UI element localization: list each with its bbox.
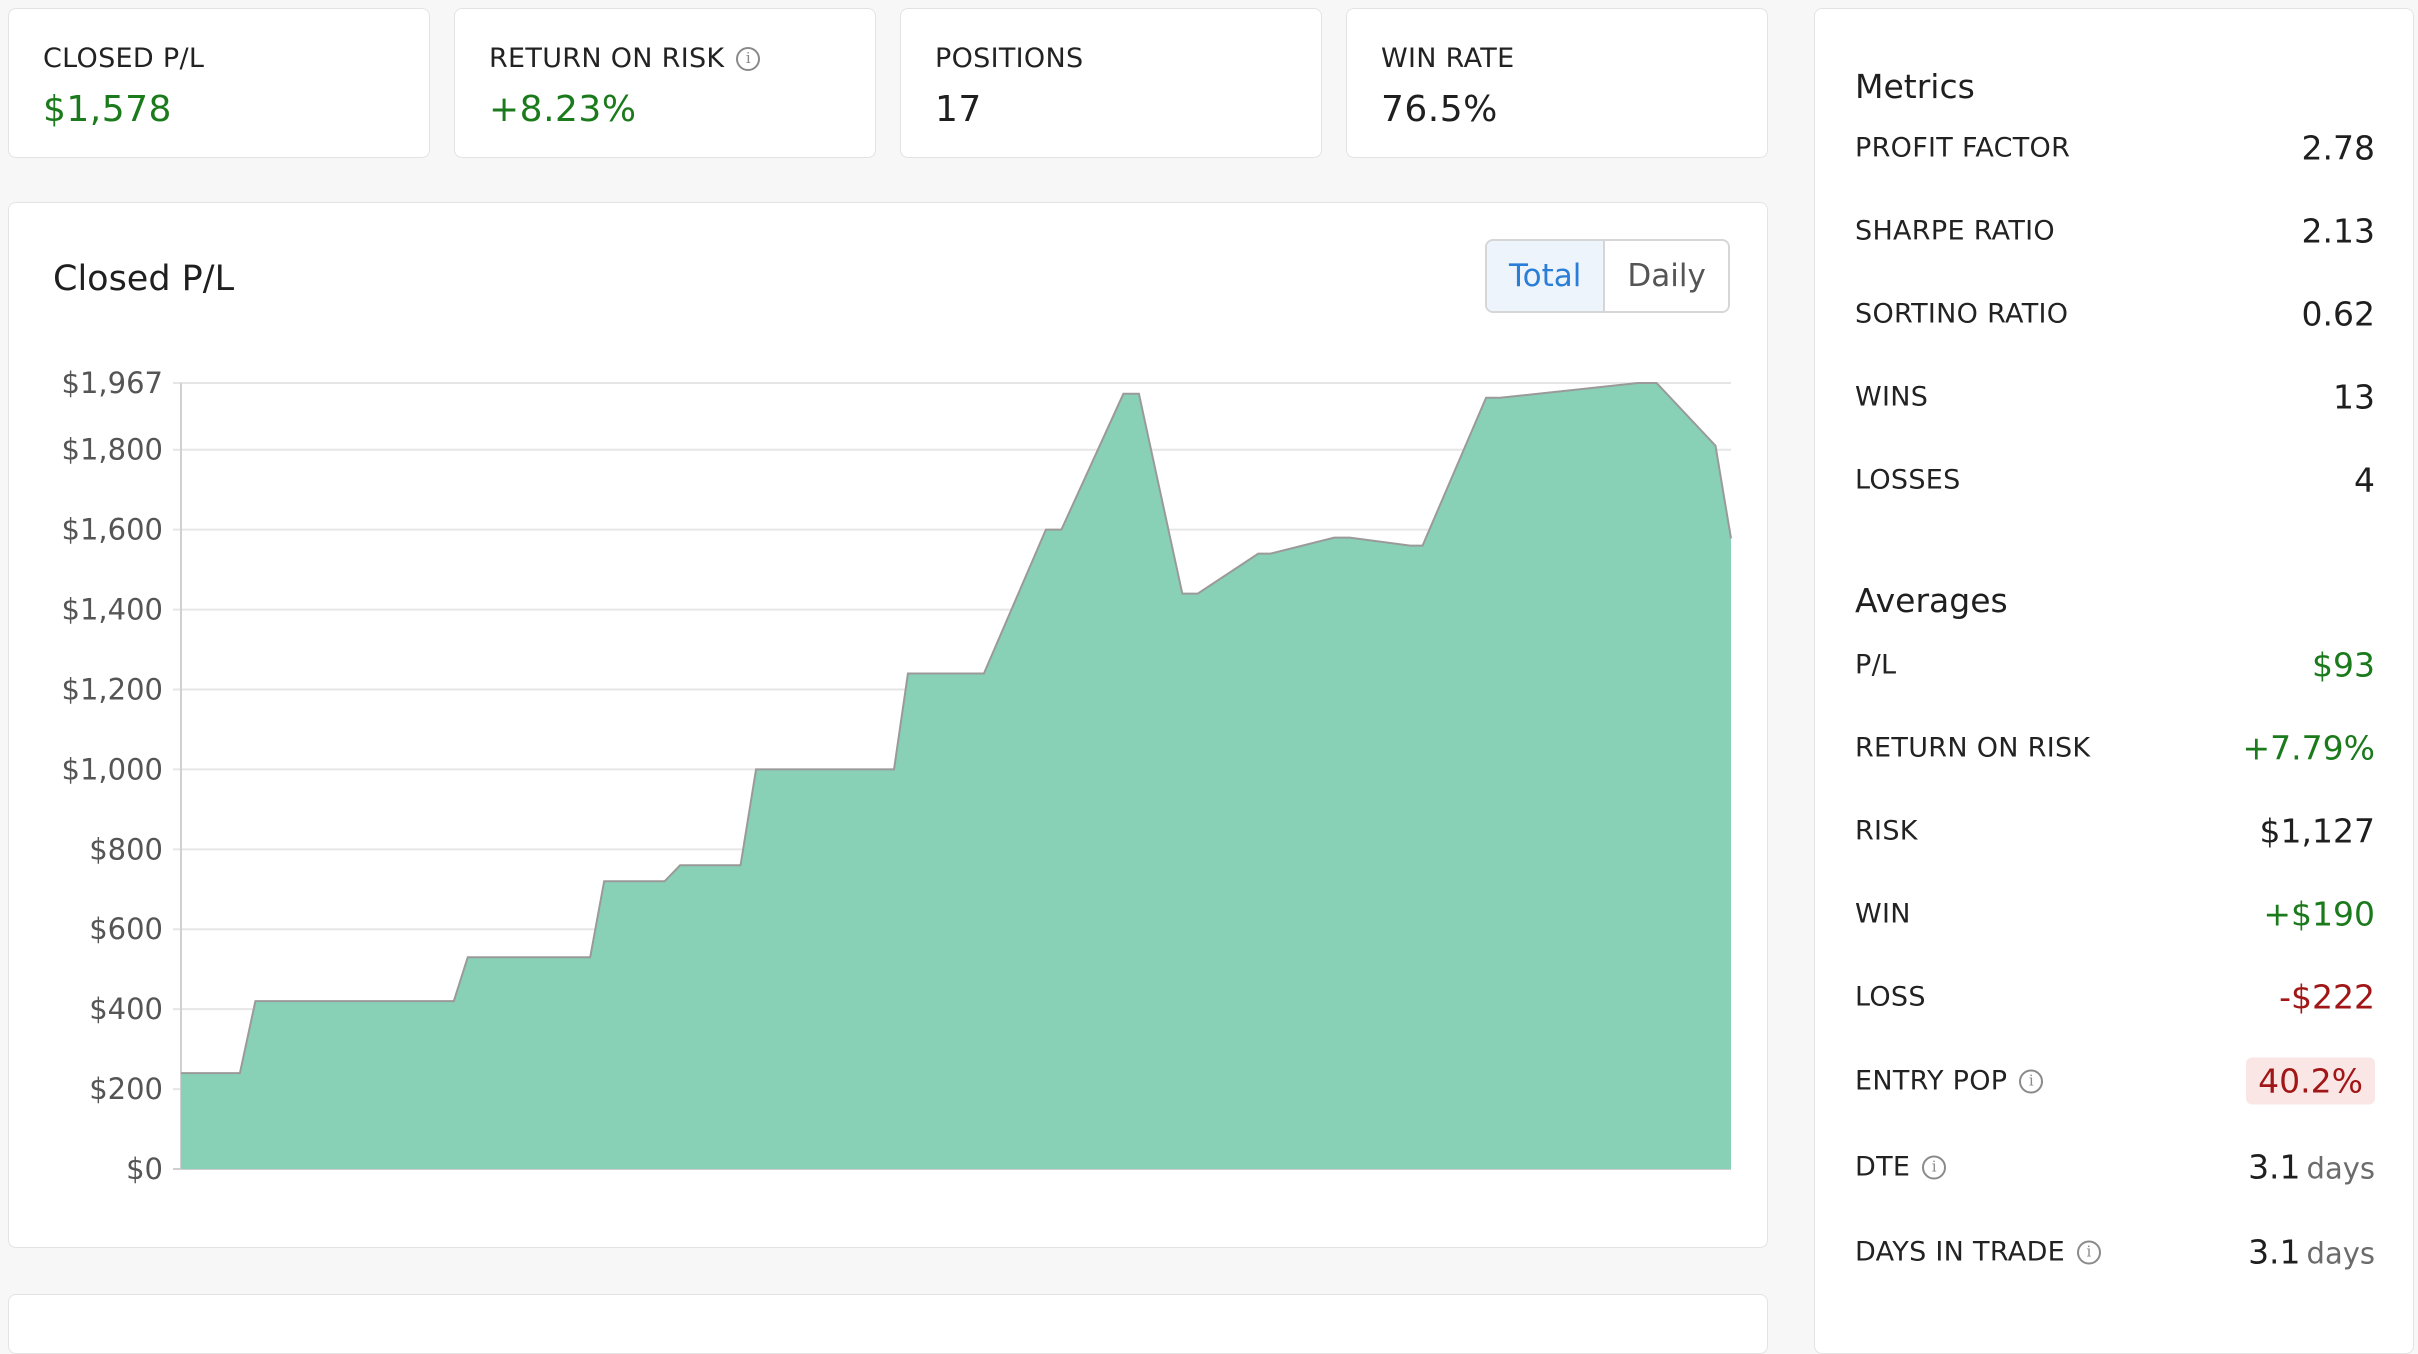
metric-label: LOSSES [1855,464,1961,496]
metric-row: DAYS IN TRADE i 3.1 days [1855,1227,2375,1277]
stat-value: $1,578 [43,89,172,130]
metric-value: -$222 [2279,977,2375,1017]
info-icon[interactable]: i [1922,1155,1947,1179]
y-tick-label: $1,600 [62,513,163,547]
y-tick-label: $1,400 [62,593,163,627]
metric-label: RISK [1855,815,1918,847]
closed-pl-area-chart: $0 $200 $400 $600 $800 $1,000 $1,200 $1,400 $1,6… [62,366,1732,1186]
metric-row: RISK $1,127 [1855,806,2375,856]
metric-label: RETURN ON RISK [1855,732,2091,764]
closed-pl-line [181,382,1732,1075]
metric-label: DTE i [1855,1152,1947,1183]
y-tick-label: $200 [89,1072,163,1106]
y-tick-label: $1,800 [62,433,163,467]
stat-label: RETURN ON RISK i [489,43,761,74]
metric-row: P/L $93 [1855,640,2375,690]
metric-row: SHARPE RATIO 2.13 [1855,206,2375,256]
metric-value: 13 [2333,377,2375,417]
stat-value: 76.5% [1381,89,1498,130]
y-tick-label: $1,200 [62,672,163,706]
metric-label: WIN [1855,898,1911,930]
metric-row: SORTINO RATIO 0.62 [1855,289,2375,339]
y-tick-label: $800 [89,832,163,866]
y-tick-label: $1,000 [62,752,163,786]
y-tick-label: $1,967 [62,366,163,400]
closed-pl-area [181,383,1731,1169]
metric-label: WINS [1855,381,1929,413]
y-tick-label: $400 [89,992,163,1026]
metric-row: WINS 13 [1855,372,2375,422]
metric-value: 3.1 days [2248,1147,2375,1187]
averages-heading: Averages [1855,581,2008,620]
metric-label: LOSS [1855,981,1926,1013]
stat-value: +8.23% [489,89,637,130]
stat-card-win-rate: WIN RATE 76.5% [1346,8,1768,158]
toggle-daily-button[interactable]: Daily [1605,241,1728,311]
metric-value: $93 [2312,645,2375,685]
metric-unit: days [2306,1236,2375,1271]
stat-value: 17 [935,89,982,130]
metric-label: SORTINO RATIO [1855,298,2069,330]
metric-label: DAYS IN TRADE i [1855,1237,2102,1268]
y-tick-label: $0 [126,1152,163,1186]
metric-row: DTE i 3.1 days [1855,1142,2375,1192]
stat-label: CLOSED P/L [43,43,205,74]
bottom-card [8,1294,1768,1354]
stat-label: WIN RATE [1381,43,1515,74]
metric-value: 4 [2354,460,2375,500]
metric-value: 3.1 days [2248,1232,2375,1272]
metric-value: 2.78 [2301,128,2375,168]
toggle-total-button[interactable]: Total [1487,241,1606,311]
chart-view-toggle: Total Daily [1485,239,1730,313]
metrics-heading: Metrics [1855,67,1975,106]
stat-card-return-on-risk: RETURN ON RISK i +8.23% [454,8,876,158]
metric-value: 0.62 [2301,294,2375,334]
metric-value: 2.13 [2301,211,2375,251]
info-icon[interactable]: i [736,46,761,71]
stat-label: POSITIONS [935,43,1084,74]
metric-value: $1,127 [2259,811,2375,851]
metrics-panel: Metrics Averages PROFIT FACTOR 2.78 SHARPE… [1814,8,2414,1354]
metric-row: PROFIT FACTOR 2.78 [1855,123,2375,173]
metric-label: SHARPE RATIO [1855,215,2055,247]
metric-value: +7.79% [2242,728,2375,768]
chart-title: Closed P/L [53,259,235,299]
metric-row: ENTRY POP i 40.2% [1855,1056,2375,1106]
metric-unit: days [2306,1151,2375,1186]
y-tick-label: $600 [89,912,163,946]
metric-row: RETURN ON RISK +7.79% [1855,723,2375,773]
metric-value: +$190 [2263,894,2375,934]
metric-label: P/L [1855,649,1897,681]
stat-card-positions: POSITIONS 17 [900,8,1322,158]
metric-row: LOSSES 4 [1855,455,2375,505]
metric-row: WIN +$190 [1855,889,2375,939]
stat-card-closed-pl: CLOSED P/L $1,578 [8,8,430,158]
metric-row: LOSS -$222 [1855,972,2375,1022]
metric-label: ENTRY POP i [1855,1066,2044,1097]
metric-value: 40.2% [2246,1057,2375,1105]
info-icon[interactable]: i [2019,1069,2044,1093]
info-icon[interactable]: i [2077,1240,2102,1264]
metric-label: PROFIT FACTOR [1855,132,2071,164]
closed-pl-chart-card: Closed P/L Total Daily $0 $200 $400 $600 $80… [8,202,1768,1248]
